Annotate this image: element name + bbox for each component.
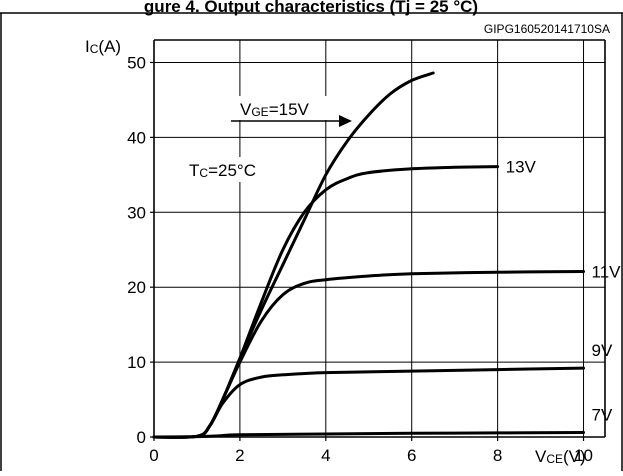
y-tick-label: 50 <box>127 53 146 72</box>
series-label-11v: 11V <box>592 262 622 281</box>
figure-code: GIPG160520141710SA <box>484 22 610 36</box>
series-layer: 13V 11V 9V 7V <box>152 71 622 439</box>
vge-label: VGE=15V <box>240 100 310 119</box>
grid-layer <box>154 40 605 437</box>
y-tick-label: 40 <box>127 128 146 147</box>
x-tick-label: 10 <box>574 446 593 465</box>
condition-backing <box>186 157 264 182</box>
vge-arrow-head <box>339 115 352 127</box>
x-tick-label: 4 <box>321 446 330 465</box>
y-tick-label: 0 <box>137 428 146 447</box>
y-tick-label: 30 <box>127 203 146 222</box>
y-tick-label: 10 <box>127 353 146 372</box>
series-line-9v <box>152 366 585 439</box>
series-label-9v: 9V <box>592 341 613 360</box>
series-line-15v <box>152 71 435 439</box>
figure-title: gure 4. Output characteristics (Tj = 25 … <box>144 0 478 16</box>
series-line-7v <box>152 431 585 439</box>
y-tick-label: 20 <box>127 278 146 297</box>
x-axis-title: VCE(V) <box>535 447 586 466</box>
x-tick-label: 8 <box>493 446 502 465</box>
condition-label: TC=25°C <box>189 161 256 180</box>
x-tick-label: 6 <box>407 446 416 465</box>
x-tick-label: 0 <box>149 446 158 465</box>
series-label-7v: 7V <box>592 406 613 425</box>
axis-layer: 0 2 4 6 8 10 0 10 20 30 40 50 <box>127 39 606 465</box>
y-axis-title: IC(A) <box>85 37 121 56</box>
vge-backing <box>232 96 342 120</box>
series-label-13v: 13V <box>506 158 537 177</box>
x-tick-label: 2 <box>235 446 244 465</box>
